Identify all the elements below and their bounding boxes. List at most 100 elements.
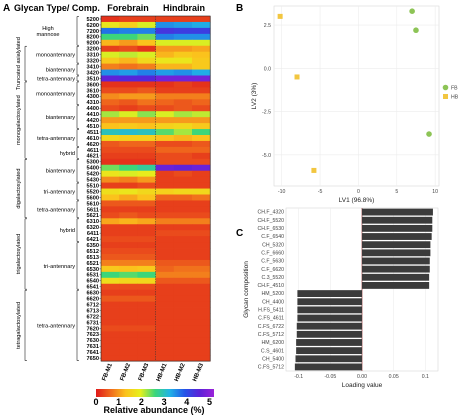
subgroup-label: tri-antennary [44, 264, 76, 270]
heatmap-cell [119, 39, 138, 47]
heatmap-cell [101, 188, 120, 195]
heatmap-cell [119, 135, 138, 142]
category-label: digalactosylated [16, 168, 22, 208]
heatmap-cell [101, 331, 120, 338]
heatmap-cell [101, 45, 120, 53]
loading-category-label: C.F_6620 [261, 267, 284, 273]
heatmap-cell [173, 194, 193, 201]
heatmap-cell [101, 301, 120, 308]
heatmap-column-labels: FB-M1 FB-M2 FB-M3 HB-M1 HB-M2 HB-M3 [102, 362, 206, 382]
heatmap-cell [137, 295, 156, 302]
heatmap-cell [137, 152, 156, 160]
heatmap-cell [137, 117, 156, 124]
subgroup-label: High [42, 26, 54, 32]
scatter-x-tick-label: 10 [432, 189, 438, 195]
heatmap-row-label: 4400 [87, 106, 99, 112]
heatmap-cell [192, 242, 211, 249]
heatmap-cell [137, 87, 156, 94]
heatmap-cell [101, 236, 120, 243]
heatmap-cell [173, 16, 193, 23]
loading-category-label: C.FS_4611 [258, 316, 284, 322]
heatmap-cell [119, 319, 138, 326]
heatmap-cell [137, 289, 156, 297]
heatmap-cell [119, 63, 138, 70]
heatmap-cell [101, 21, 120, 29]
heatmap-cell [173, 146, 193, 154]
heatmap-cell [173, 57, 193, 64]
panel-letter-c: C [236, 228, 243, 239]
heatmap-cell [155, 224, 175, 231]
heatmap-row-label: 6310 [87, 219, 99, 225]
loadings-x-tick-label: 0.00 [357, 374, 367, 380]
heatmap-cell [137, 57, 156, 64]
loading-category-label: CH_5400 [262, 356, 284, 362]
heatmap-cell [173, 331, 193, 338]
heatmap-cell [119, 295, 138, 302]
heatmap-cell [155, 146, 175, 154]
heatmap-cell [173, 152, 193, 160]
heatmap-cell [137, 81, 156, 88]
heatmap-cell [101, 319, 120, 326]
loadings-x-tick-label: 0.1 [422, 374, 429, 380]
heatmap-cell [155, 242, 175, 249]
heatmap-cell [119, 16, 138, 23]
heatmap-row-label: 3320 [87, 59, 99, 65]
heatmap-row-label: 7631 [87, 344, 99, 350]
heatmap-cell [119, 331, 138, 338]
heatmap-row-label: 6320 [87, 225, 99, 231]
heatmap-cell [137, 45, 156, 53]
heatmap-cell [137, 146, 156, 154]
heatmap-cell [119, 51, 138, 59]
heatmap-cell [192, 295, 211, 302]
heatmap-row-label: 7620 [87, 326, 99, 332]
heatmap-cell [119, 236, 138, 243]
heatmap-cell [119, 355, 138, 362]
heatmap-column-label: FB-M1 [102, 362, 115, 382]
heatmap-cell [137, 93, 156, 100]
heatmap-cell [155, 51, 175, 59]
loading-category-label: C.F_6540 [261, 234, 284, 240]
heatmap-row-label: 4410 [87, 112, 99, 118]
heatmap-row-label: 6350 [87, 243, 99, 249]
heatmap-row-label: 4610 [87, 136, 99, 142]
heatmap-cell [137, 39, 156, 47]
heatmap-cell [155, 355, 175, 362]
heatmap-cell [192, 27, 211, 35]
loading-category-label: CH_5320 [262, 242, 284, 248]
heatmap-cell [173, 182, 193, 189]
heatmap-cell [173, 236, 193, 243]
heatmap-cell [137, 218, 156, 225]
heatmap-cell [101, 63, 120, 70]
scatter-point-hb [294, 74, 300, 80]
heatmap-cell [101, 277, 120, 285]
heatmap-cell [155, 39, 175, 47]
heatmap-cell [155, 319, 175, 326]
heatmap-cell [192, 135, 211, 142]
heatmap-cell [173, 254, 193, 261]
heatmap-cell [173, 69, 193, 76]
heatmap-cell [137, 313, 156, 320]
heatmap-cell [173, 63, 193, 70]
heatmap-cell [173, 188, 193, 195]
heatmap-cell [155, 170, 175, 178]
heatmap-row-label: 6200 [87, 23, 99, 29]
heatmap-cell [155, 236, 175, 243]
heatmap-cell [155, 75, 175, 82]
loading-category-label: C.FS_6722 [258, 324, 284, 330]
category-label: Truncated asialylated [16, 37, 22, 90]
heatmap-cell [119, 224, 138, 231]
heatmap-cell [137, 301, 156, 308]
heatmap-cell [119, 33, 138, 41]
heatmap-cell [192, 230, 211, 237]
scatter-y-label: LV2 (3%) [251, 83, 258, 110]
subgroup-label: tetra-antennary [37, 136, 75, 142]
heatmap-cell [101, 27, 120, 35]
heatmap-cell [119, 182, 138, 189]
heatmap-cell [192, 343, 211, 350]
heatmap-cell [119, 129, 138, 136]
heatmap-row-label: 5610 [87, 201, 99, 207]
heatmap-cell [192, 21, 211, 29]
heatmap-cell [101, 325, 120, 332]
loading-category-label: C.S_4601 [261, 348, 284, 354]
